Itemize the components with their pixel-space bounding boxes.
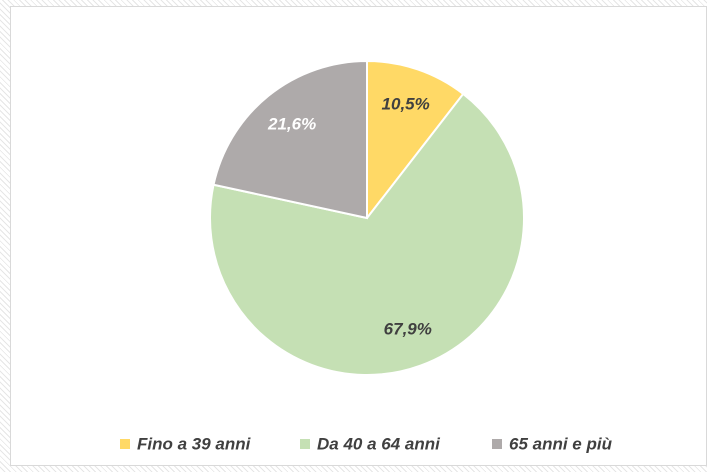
legend-swatch xyxy=(120,439,130,449)
pie-slice xyxy=(209,92,525,376)
legend-swatch xyxy=(300,439,310,449)
value-label: 10,5% xyxy=(382,95,430,114)
pie-slice xyxy=(212,59,368,220)
pie-slice xyxy=(366,59,465,221)
legend-label: 65 anni e più xyxy=(509,434,613,453)
legend-label: Da 40 a 64 anni xyxy=(317,434,441,453)
value-label: 21,6% xyxy=(267,115,316,134)
legend-swatch xyxy=(492,439,502,449)
value-label: 67,9% xyxy=(384,320,432,339)
legend-label: Fino a 39 anni xyxy=(137,434,252,453)
